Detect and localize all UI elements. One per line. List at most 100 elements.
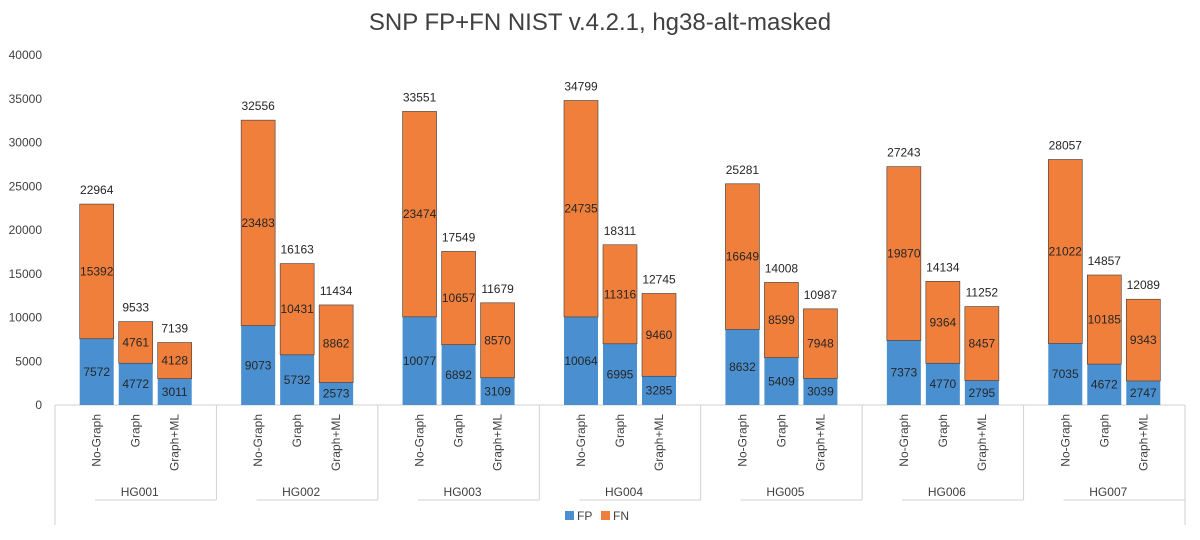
category-label: No-Graph bbox=[251, 414, 265, 467]
data-label-fn: 16649 bbox=[726, 250, 760, 264]
data-label-fp: 4770 bbox=[930, 377, 957, 391]
legend-swatch-fn bbox=[601, 511, 610, 520]
category-label: No-Graph bbox=[897, 414, 911, 467]
bar-fn bbox=[402, 111, 437, 318]
data-label-fp: 5409 bbox=[768, 374, 795, 388]
group-label: HG007 bbox=[1089, 485, 1127, 499]
data-label-fn: 11316 bbox=[604, 287, 637, 301]
data-label-fn: 8570 bbox=[484, 333, 511, 347]
data-label-fn: 9460 bbox=[646, 328, 673, 342]
bar-fp bbox=[157, 378, 192, 405]
data-label-fp: 3285 bbox=[646, 384, 673, 398]
bar-fp bbox=[725, 329, 760, 405]
data-label-fp: 7572 bbox=[83, 365, 110, 379]
data-label-fn: 19870 bbox=[887, 247, 921, 261]
legend-label-fp: FP bbox=[577, 509, 592, 523]
bar-fn bbox=[480, 302, 515, 379]
data-label-total: 7139 bbox=[161, 322, 188, 336]
y-tick-label: 25000 bbox=[9, 179, 43, 193]
bar-fn bbox=[886, 166, 922, 341]
bar-fp bbox=[441, 344, 476, 405]
data-label-fn: 8457 bbox=[969, 337, 996, 351]
category-label: Graph bbox=[129, 414, 143, 447]
bar-fn bbox=[725, 183, 760, 330]
bar-fn bbox=[964, 306, 1000, 381]
bar-fn bbox=[118, 321, 154, 364]
bar-fn bbox=[925, 281, 961, 364]
bar-fn bbox=[157, 342, 193, 379]
data-label-fp: 10077 bbox=[403, 354, 437, 368]
group-label: HG003 bbox=[444, 485, 482, 499]
bar-fp bbox=[803, 378, 838, 405]
bar-fp bbox=[1126, 380, 1161, 405]
category-label: Graph bbox=[290, 414, 304, 447]
bar-fn bbox=[602, 244, 638, 345]
legend: FP FN bbox=[565, 509, 629, 523]
data-label-fn: 15392 bbox=[80, 264, 114, 278]
group-label: HG002 bbox=[282, 485, 320, 499]
data-label-fp: 3039 bbox=[807, 385, 834, 399]
data-label-total: 34799 bbox=[564, 80, 598, 94]
data-label-total: 18311 bbox=[604, 224, 637, 238]
category-label: Graph+ML bbox=[329, 414, 343, 471]
bar-fn bbox=[441, 251, 476, 345]
bar-fp bbox=[603, 343, 637, 405]
bar-fp bbox=[964, 380, 999, 405]
legend-label-fn: FN bbox=[613, 509, 629, 523]
data-label-fn: 4761 bbox=[122, 335, 149, 349]
data-label-total: 11252 bbox=[966, 286, 999, 300]
chart-title: SNP FP+FN NIST v.4.2.1, hg38-alt-masked bbox=[369, 9, 831, 36]
data-label-total: 16163 bbox=[280, 243, 314, 257]
category-label: No-Graph bbox=[1058, 414, 1072, 467]
data-label-total: 17549 bbox=[442, 230, 476, 244]
y-tick-label: 35000 bbox=[9, 92, 43, 106]
bar-fn bbox=[1125, 298, 1161, 382]
data-label-fp: 7373 bbox=[891, 366, 918, 380]
bar-fp bbox=[764, 357, 799, 405]
category-label: Graph+ML bbox=[652, 414, 666, 471]
data-label-total: 33551 bbox=[403, 90, 437, 104]
category-label: Graph+ML bbox=[168, 414, 182, 471]
data-label-fp: 6995 bbox=[607, 367, 634, 381]
category-label: No-Graph bbox=[574, 414, 588, 467]
bar-fn bbox=[79, 203, 115, 340]
group-label: HG004 bbox=[605, 485, 643, 499]
bar-fn bbox=[641, 293, 677, 377]
data-label-fn: 23483 bbox=[241, 216, 275, 230]
data-label-fp: 3109 bbox=[484, 384, 511, 398]
bar-fn bbox=[1047, 159, 1083, 344]
bar-fp bbox=[642, 376, 676, 405]
category-label: Graph bbox=[936, 414, 950, 447]
data-label-fn: 10657 bbox=[442, 291, 476, 305]
bar-fn bbox=[563, 100, 599, 318]
data-label-fp: 2795 bbox=[969, 386, 996, 400]
bar-fp bbox=[280, 354, 315, 405]
bar-fp bbox=[319, 382, 354, 405]
bar-fp bbox=[480, 377, 515, 405]
data-label-fp: 8632 bbox=[729, 360, 756, 374]
y-tick-label: 40000 bbox=[9, 48, 43, 62]
data-label-fn: 8599 bbox=[768, 313, 795, 327]
category-label: No-Graph bbox=[413, 414, 427, 467]
data-label-total: 14008 bbox=[765, 261, 799, 275]
data-label-total: 22964 bbox=[80, 183, 114, 197]
data-label-fp: 9073 bbox=[245, 358, 272, 372]
category-label: Graph+ML bbox=[491, 414, 505, 471]
category-label: Graph+ML bbox=[813, 414, 827, 471]
bar-fn bbox=[240, 119, 276, 326]
data-label-total: 14134 bbox=[926, 260, 960, 274]
data-label-total: 12745 bbox=[642, 272, 676, 286]
data-label-total: 27243 bbox=[887, 146, 921, 160]
data-label-fp: 2747 bbox=[1130, 386, 1157, 400]
bar-fn bbox=[1086, 274, 1122, 365]
y-tick-label: 15000 bbox=[9, 267, 43, 281]
bar-fp bbox=[1048, 343, 1083, 405]
category-label: No-Graph bbox=[735, 414, 749, 467]
data-label-total: 14857 bbox=[1088, 254, 1122, 268]
data-label-total: 10987 bbox=[804, 288, 838, 302]
bar-fp bbox=[241, 325, 276, 405]
data-label-fn: 4128 bbox=[161, 354, 188, 368]
group-label: HG001 bbox=[121, 485, 159, 499]
y-tick-label: 10000 bbox=[9, 311, 43, 325]
